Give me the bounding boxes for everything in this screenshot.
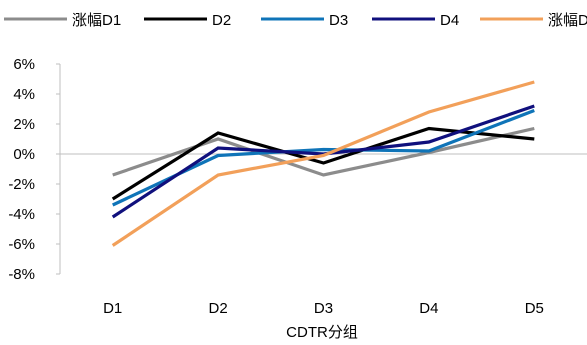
legend: 涨幅D1 D2 D3 D4 涨幅D5 xyxy=(4,12,587,29)
legend-label: 涨幅D1 xyxy=(72,12,121,29)
x-tick-label: D4 xyxy=(419,300,438,317)
y-tick-label: -8% xyxy=(8,266,35,283)
x-tick-label: D5 xyxy=(525,300,544,317)
y-tick-label: 0% xyxy=(13,146,35,163)
series-line xyxy=(112,126,535,177)
y-tick-label: -6% xyxy=(8,236,35,253)
x-axis-label: CDTR分组 xyxy=(286,324,358,341)
legend-label: D4 xyxy=(440,12,459,29)
y-tick-label: 6% xyxy=(13,56,35,73)
x-tick-label: D2 xyxy=(209,300,228,317)
x-tick-label: D3 xyxy=(314,300,333,317)
y-tick-label: -2% xyxy=(8,176,35,193)
y-tick-label: 2% xyxy=(13,116,35,133)
y-tick-label: -4% xyxy=(8,206,35,223)
series-line xyxy=(111,80,535,247)
series-line xyxy=(111,126,535,201)
x-tick-label: D1 xyxy=(103,300,122,317)
legend-label: 涨幅D5 xyxy=(548,12,587,29)
legend-label: D2 xyxy=(212,12,231,29)
y-axis: -8% -6% -4% -2% 0% 2% 4% 6% xyxy=(8,56,61,283)
y-tick-label: 4% xyxy=(13,86,35,103)
series-lines xyxy=(111,80,535,247)
x-axis: D1 D2 D3 D4 D5 xyxy=(60,153,587,317)
legend-label: D3 xyxy=(329,12,348,29)
